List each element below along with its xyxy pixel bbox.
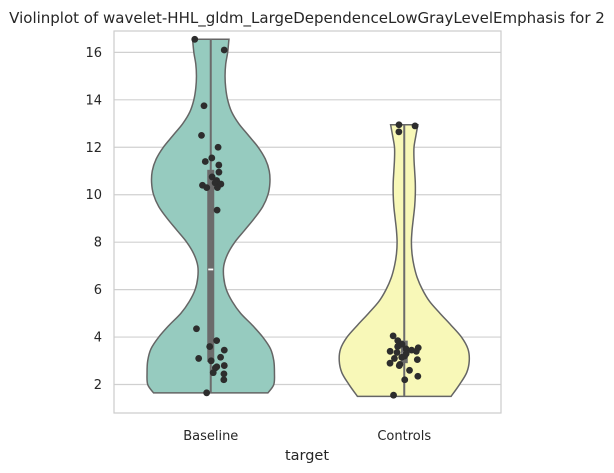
x-tick-label: Controls <box>377 429 431 444</box>
data-point <box>395 362 403 369</box>
y-tick-label: 14 <box>85 93 102 108</box>
data-point <box>406 366 413 374</box>
data-point <box>201 158 209 165</box>
data-point <box>413 356 421 364</box>
data-point <box>402 345 410 353</box>
y-tick-label: 2 <box>94 378 102 393</box>
data-point <box>395 128 403 136</box>
y-tick-label: 10 <box>85 188 102 203</box>
plot-frame <box>113 30 502 414</box>
data-point <box>395 121 403 129</box>
data-point <box>207 357 215 365</box>
y-tick-label: 4 <box>94 331 102 346</box>
y-tick-label: 16 <box>85 46 102 61</box>
data-point <box>220 370 228 378</box>
data-point <box>217 353 224 361</box>
x-axis-label: target <box>285 448 329 464</box>
data-point <box>200 102 208 110</box>
data-point <box>215 168 223 176</box>
data-point <box>411 122 419 130</box>
data-point <box>414 372 422 380</box>
y-tick-labels: 2 4 6 8 10 12 14 16 <box>85 46 102 393</box>
data-point <box>386 359 394 367</box>
data-point <box>412 347 420 355</box>
iqr-box <box>207 169 215 362</box>
x-tick-labels: Baseline Controls <box>183 429 431 444</box>
data-point <box>391 355 398 362</box>
data-point <box>203 389 211 397</box>
data-point <box>220 362 228 369</box>
y-tick-label: 8 <box>94 236 102 251</box>
data-point <box>195 355 203 362</box>
data-point <box>401 376 409 384</box>
data-point <box>213 206 221 214</box>
data-point <box>191 35 199 43</box>
x-tick-label: Baseline <box>183 429 238 444</box>
data-point <box>206 343 214 350</box>
data-point <box>213 337 221 345</box>
y-tick-label: 6 <box>94 283 102 298</box>
data-point <box>393 349 401 356</box>
data-point <box>398 353 406 361</box>
violins <box>146 38 471 398</box>
data-point <box>203 184 211 192</box>
data-point <box>386 347 394 355</box>
data-point <box>389 332 397 340</box>
y-tick-label: 12 <box>85 141 102 156</box>
data-point <box>209 369 217 377</box>
data-point <box>208 154 216 162</box>
data-point <box>193 325 200 333</box>
data-point <box>220 346 228 354</box>
data-point <box>220 376 228 384</box>
data-point <box>198 132 205 139</box>
data-point <box>215 161 223 169</box>
chart-title: Violinplot of wavelet-HHL_gldm_LargeDepe… <box>9 9 605 28</box>
data-point <box>394 343 402 350</box>
data-point <box>390 391 397 399</box>
strip-points <box>191 35 422 399</box>
data-point <box>214 184 221 192</box>
data-point <box>214 143 222 151</box>
data-point <box>220 46 228 54</box>
